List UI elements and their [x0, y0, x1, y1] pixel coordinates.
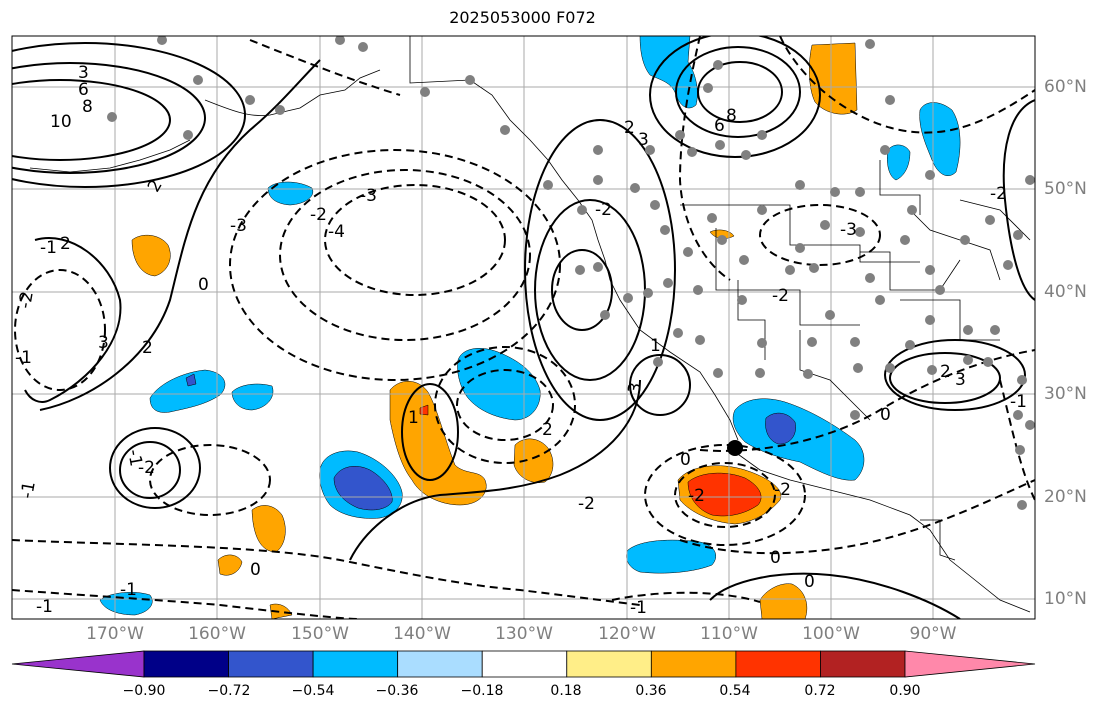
contour-label: 3 [78, 63, 89, 83]
lon-label: 150°W [291, 624, 349, 644]
contour-label: 1 [408, 408, 419, 428]
contour-label: -2 [595, 200, 612, 220]
contour-label: -1 [36, 597, 53, 617]
contour-label: 2 [624, 118, 635, 138]
lon-label: 120°W [598, 624, 656, 644]
lon-label: 110°W [700, 624, 758, 644]
colorbar-segment [312, 650, 399, 678]
contour-label: -2 [310, 205, 327, 225]
contour-label: -1 [15, 348, 32, 368]
grid-lines [12, 36, 1035, 619]
contour-label: 6 [78, 80, 89, 100]
contour-label: -1 [120, 580, 137, 600]
colorbar-segment [566, 650, 652, 678]
colorbar-tick: 0.36 [635, 683, 667, 699]
contour-label: 3 [955, 370, 966, 390]
contour-label: -2 [990, 184, 1007, 204]
contour-label: 0 [250, 560, 261, 580]
map-frame [11, 35, 1036, 620]
colorbar-extend-left [11, 650, 145, 678]
colorbar-segment [143, 650, 229, 678]
contour-label: -2 [772, 286, 789, 306]
colorbar-tick: −0.18 [460, 683, 504, 699]
colorbar-segment [650, 650, 737, 678]
contour-label: -3 [360, 186, 377, 206]
marker-dot [727, 440, 743, 456]
colorbar-segment [820, 650, 906, 678]
lon-label: 160°W [188, 624, 246, 644]
contour-label: -1 [630, 598, 647, 618]
contour-label: -1 [1010, 392, 1027, 412]
lon-label: 130°W [495, 624, 553, 644]
colorbar-segment [481, 650, 568, 678]
lat-label: 10°N [1044, 589, 1087, 609]
contour-label: -3 [840, 220, 857, 240]
contour-label: 0 [804, 572, 815, 592]
colorbar-tick: 0.54 [719, 683, 751, 699]
contour-label: -2 [138, 458, 155, 478]
contour-label: 2 [940, 362, 951, 382]
lat-label: 30°N [1044, 384, 1087, 404]
map-title: 2025053000 F072 [449, 8, 596, 27]
colorbar-tick: −0.54 [291, 683, 335, 699]
contour-label: 6 [714, 116, 725, 136]
contour-label: 2 [142, 338, 153, 358]
lon-label: 100°W [802, 624, 860, 644]
colorbar-tick: −0.90 [122, 683, 166, 699]
contour-label: -4 [328, 222, 345, 242]
colorbar-segment [735, 650, 821, 678]
contour-label: 1 [650, 336, 661, 356]
contour-label: 2 [60, 234, 71, 254]
colorbar-extend-right [904, 650, 1036, 678]
colorbar-tick: 0.90 [889, 683, 921, 699]
coastlines-and-borders [29, 36, 1031, 613]
colorbar [11, 650, 1036, 678]
lon-label: 90°W [909, 624, 957, 644]
contour-label: 8 [82, 97, 93, 117]
lat-label: 50°N [1044, 179, 1087, 199]
contour-label: 8 [726, 106, 737, 126]
lon-label: 170°W [86, 624, 144, 644]
colorbar-tick: −0.36 [375, 683, 419, 699]
contour-label: 0 [198, 275, 209, 295]
contour-label: -2 [578, 494, 595, 514]
contour-label: -2 [15, 289, 38, 311]
contour-label: -2 [688, 486, 705, 506]
colorbar-tick: 0.72 [804, 683, 836, 699]
contour-label: 3 [98, 333, 109, 353]
contour-label: -1 [40, 238, 57, 258]
dashed-negative-contours [12, 36, 1035, 619]
colorbar-tick: 0.18 [550, 683, 582, 699]
lat-label: 60°N [1044, 77, 1087, 97]
contour-label: 10 [50, 112, 72, 132]
station-dots [107, 36, 1035, 510]
colorbar-segment [397, 650, 483, 678]
map-panel [12, 36, 1035, 619]
contour-label: 0 [770, 548, 781, 568]
solid-positive-contours [12, 36, 1035, 619]
colorbar-segment [228, 650, 314, 678]
lat-label: 40°N [1044, 282, 1087, 302]
contour-label: -3 [230, 216, 247, 236]
contour-label: 0 [880, 405, 891, 425]
contour-label: -1 [17, 479, 40, 501]
lat-label: 20°N [1044, 487, 1087, 507]
lon-label: 140°W [393, 624, 451, 644]
colorbar-tick: −0.72 [207, 683, 251, 699]
contour-label: -2 [774, 480, 791, 500]
contour-label: 2 [542, 420, 553, 440]
contour-label: 3 [638, 130, 649, 150]
contour-label: 0 [680, 450, 691, 470]
